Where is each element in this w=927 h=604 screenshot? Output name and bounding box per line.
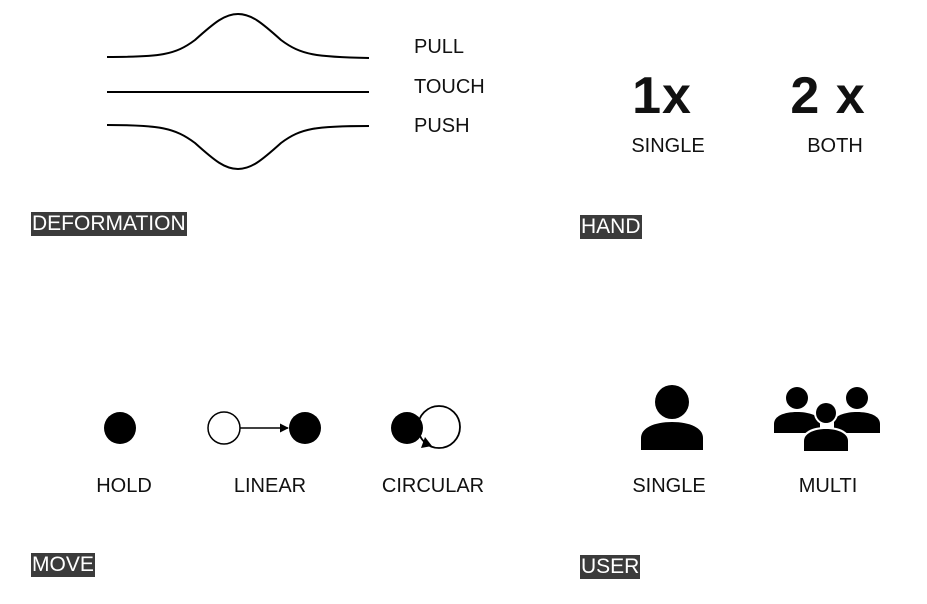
- single-hand-label: SINGLE: [631, 135, 705, 157]
- touch-label: TOUCH: [414, 76, 485, 98]
- multi-user-label: MULTI: [798, 475, 858, 497]
- circular-label: CIRCULAR: [381, 475, 485, 497]
- linear-move-icon: [207, 411, 321, 445]
- user-tag: USER: [580, 555, 641, 579]
- linear-label: LINEAR: [233, 475, 307, 497]
- circular-move-icon: [391, 405, 461, 449]
- move-tag: MOVE: [31, 553, 95, 577]
- push-label: PUSH: [414, 115, 470, 137]
- hold-label: HOLD: [96, 475, 152, 497]
- push-curve: [106, 124, 370, 171]
- deformation-tag: DEFORMATION: [31, 212, 187, 236]
- single-user-label: SINGLE: [632, 475, 706, 497]
- both-hands-label: BOTH: [807, 135, 863, 157]
- both-hands-count: 2 x: [790, 67, 866, 125]
- hold-dot-icon: [104, 412, 136, 444]
- pull-curve: [106, 12, 370, 59]
- pull-label: PULL: [414, 36, 465, 58]
- hand-tag: HAND: [580, 215, 642, 239]
- single-hand-count: 1x: [632, 67, 692, 125]
